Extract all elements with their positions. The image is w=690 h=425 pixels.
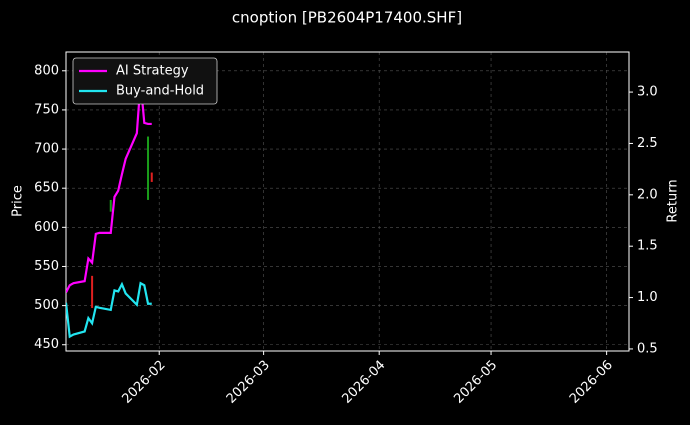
- y-tick-label: 600: [34, 220, 59, 235]
- y-tick-label: 500: [34, 298, 59, 313]
- y2-tick-label: 2.5: [637, 136, 658, 151]
- y2-tick-label: 1.0: [637, 290, 658, 305]
- y2-tick-label: 1.5: [637, 239, 658, 254]
- candle-body: [150, 172, 153, 182]
- candle-body: [91, 275, 94, 308]
- y-tick-label: 650: [34, 181, 59, 196]
- legend-box: [72, 57, 218, 105]
- chart-title: cnoption [PB2604P17400.SHF]: [232, 9, 462, 27]
- candle-body: [147, 136, 150, 200]
- candle-body: [109, 199, 112, 212]
- y-tick-label: 750: [34, 102, 59, 117]
- y2-axis-label: Return: [666, 179, 681, 222]
- y-axis-label: Price: [11, 185, 26, 217]
- y2-tick-label: 2.0: [637, 187, 658, 202]
- y-tick-label: 800: [34, 63, 59, 78]
- y2-tick-label: 3.0: [637, 85, 658, 100]
- y2-tick-label: 0.5: [637, 341, 658, 356]
- legend-label: AI Strategy: [116, 64, 189, 79]
- y-tick-label: 450: [34, 337, 59, 352]
- series-line: [66, 281, 152, 339]
- plot-frame: [65, 51, 630, 352]
- y-tick-label: 700: [34, 142, 59, 157]
- y-tick-label: 550: [34, 259, 59, 274]
- legend-label: Buy-and-Hold: [116, 84, 204, 99]
